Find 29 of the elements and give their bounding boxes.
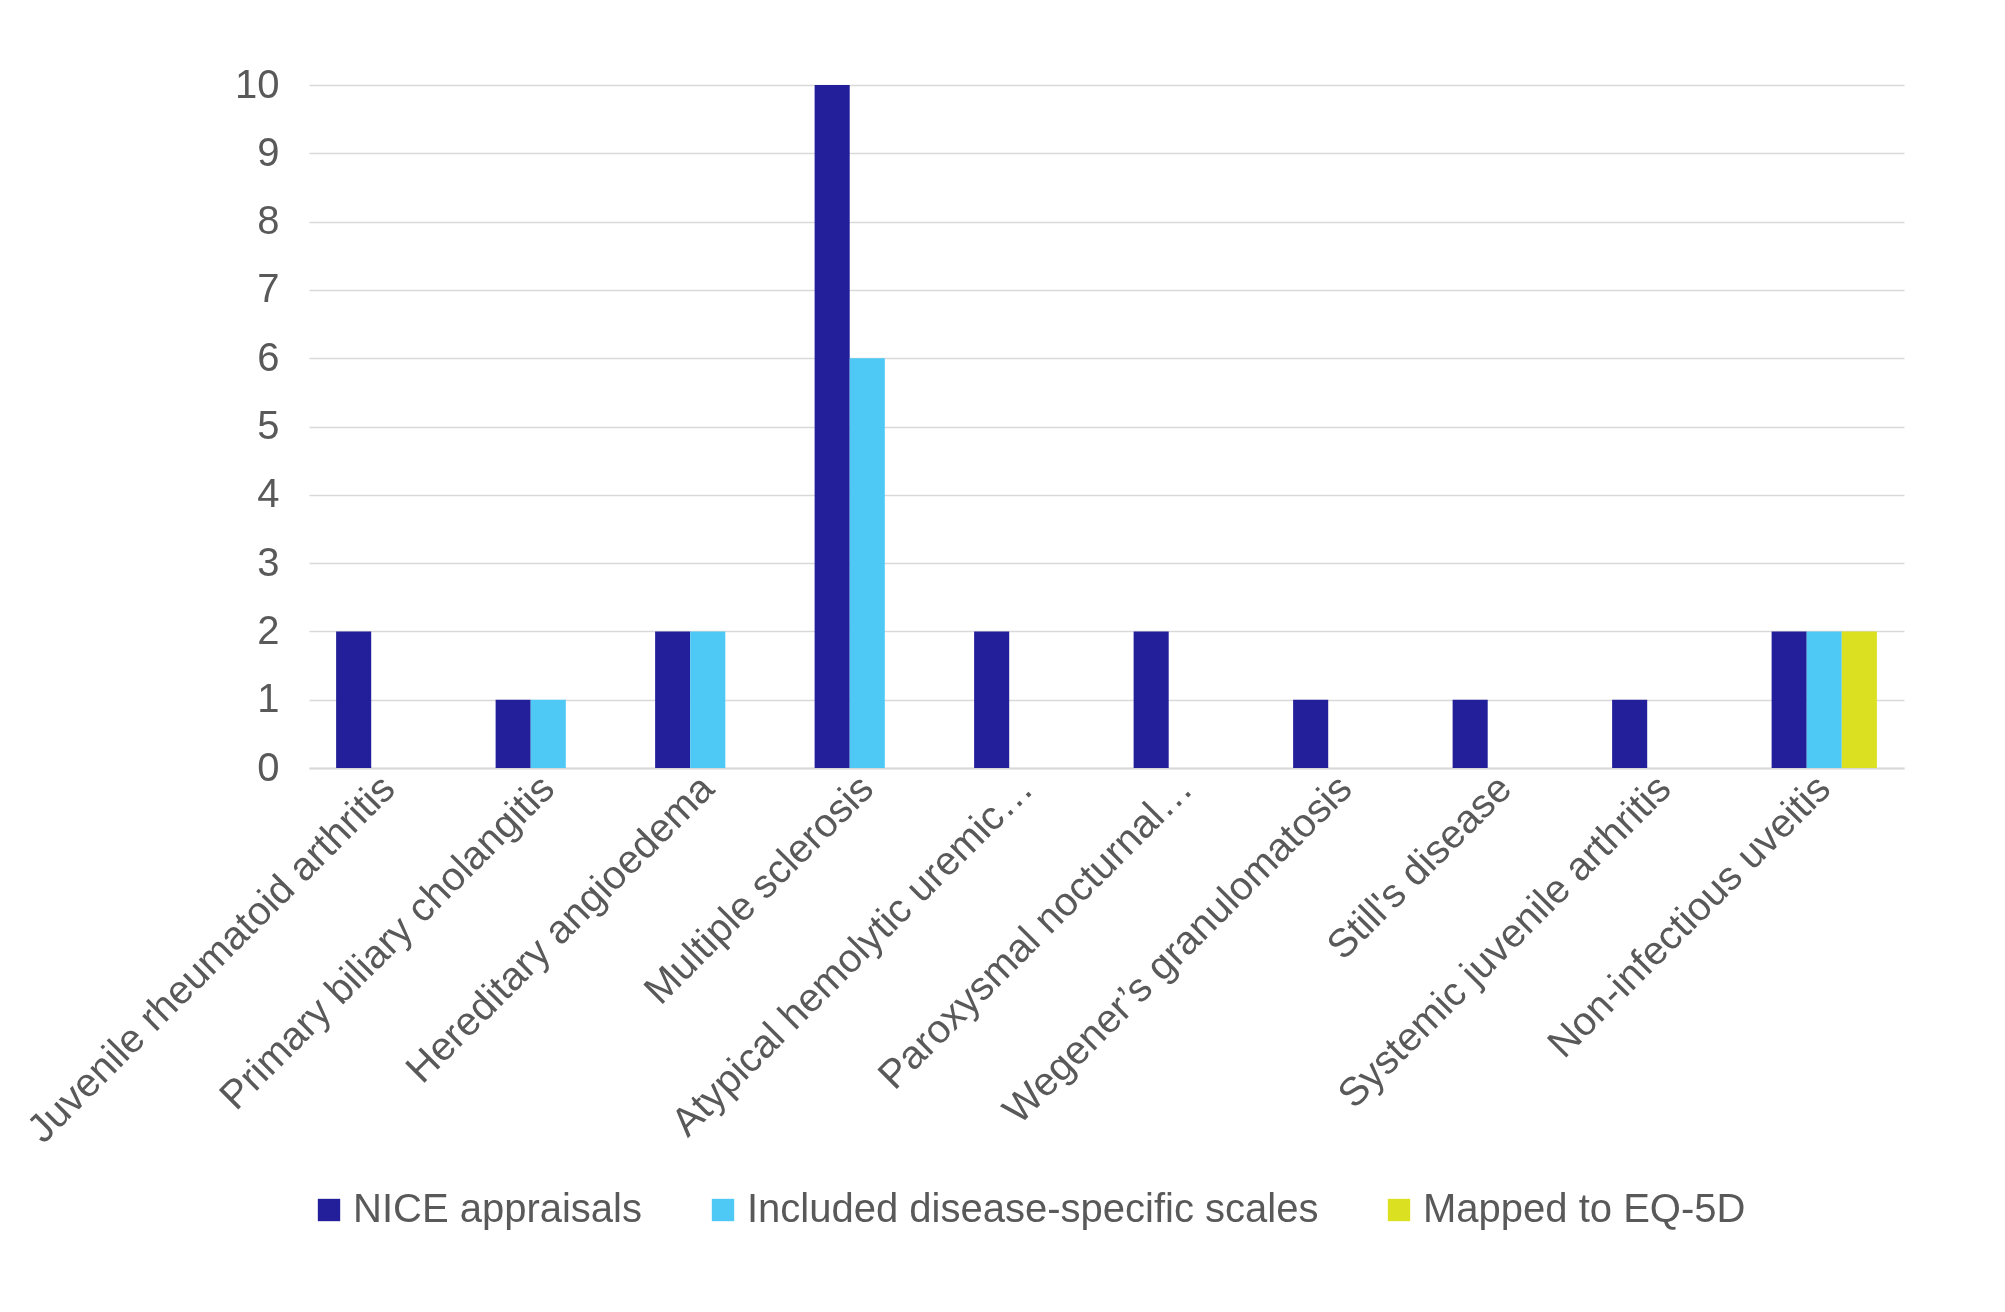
y-tick-label: 3 [257,539,280,584]
bar [530,699,566,768]
legend-label: Included disease-specific scales [747,1186,1319,1230]
legend-label: NICE appraisals [353,1186,643,1230]
bar [1612,699,1648,768]
bar [849,358,885,768]
bar [1133,631,1169,768]
y-tick-label: 7 [257,266,280,311]
bar [1452,699,1488,768]
bar [1806,631,1842,768]
bar [1293,699,1329,768]
y-tick-label: 6 [257,334,280,379]
bar [655,631,691,768]
y-tick-label: 2 [257,607,280,652]
legend-label: Mapped to EQ-5D [1423,1186,1746,1230]
y-tick-label: 5 [257,403,280,447]
bar [1771,631,1807,768]
y-tick-label: 1 [257,676,280,721]
y-tick-label: 9 [257,129,280,174]
bar [1841,631,1877,768]
y-tick-label: 8 [257,198,280,243]
bar [974,631,1010,768]
bar [690,631,726,768]
bar [336,631,372,768]
y-tick-label: 4 [257,471,280,516]
bar [495,699,531,768]
bar [814,85,850,768]
y-tick-label: 10 [235,61,280,106]
y-tick-label: 0 [257,744,280,789]
